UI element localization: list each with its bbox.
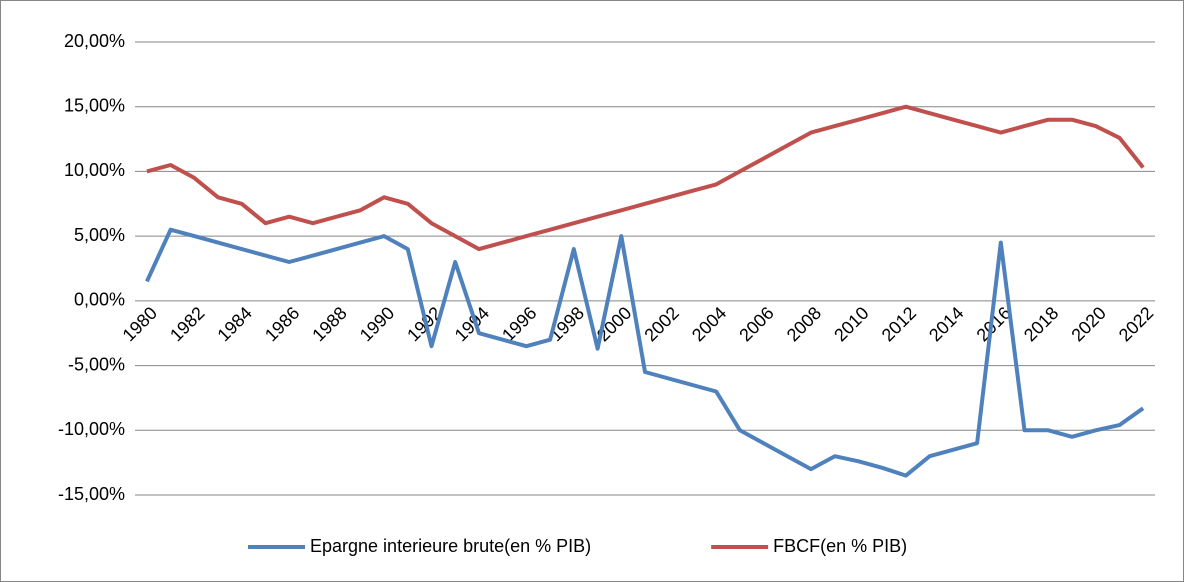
series-line [146,104,1145,252]
y-tick-label: 20,00% [64,31,125,51]
y-tick-label: 5,00% [74,225,125,245]
y-tick-label: -15,00% [58,484,125,504]
series-line [145,227,1145,478]
y-tick-label: -5,00% [68,354,125,374]
y-tick-label: -10,00% [58,419,125,439]
y-tick-label: 15,00% [64,95,125,115]
y-tick-label: 10,00% [64,160,125,180]
y-tick-label: 0,00% [74,290,125,310]
legend-label: FBCF(en % PIB) [773,536,907,556]
legend-label: Epargne interieure brute(en % PIB) [310,536,591,556]
